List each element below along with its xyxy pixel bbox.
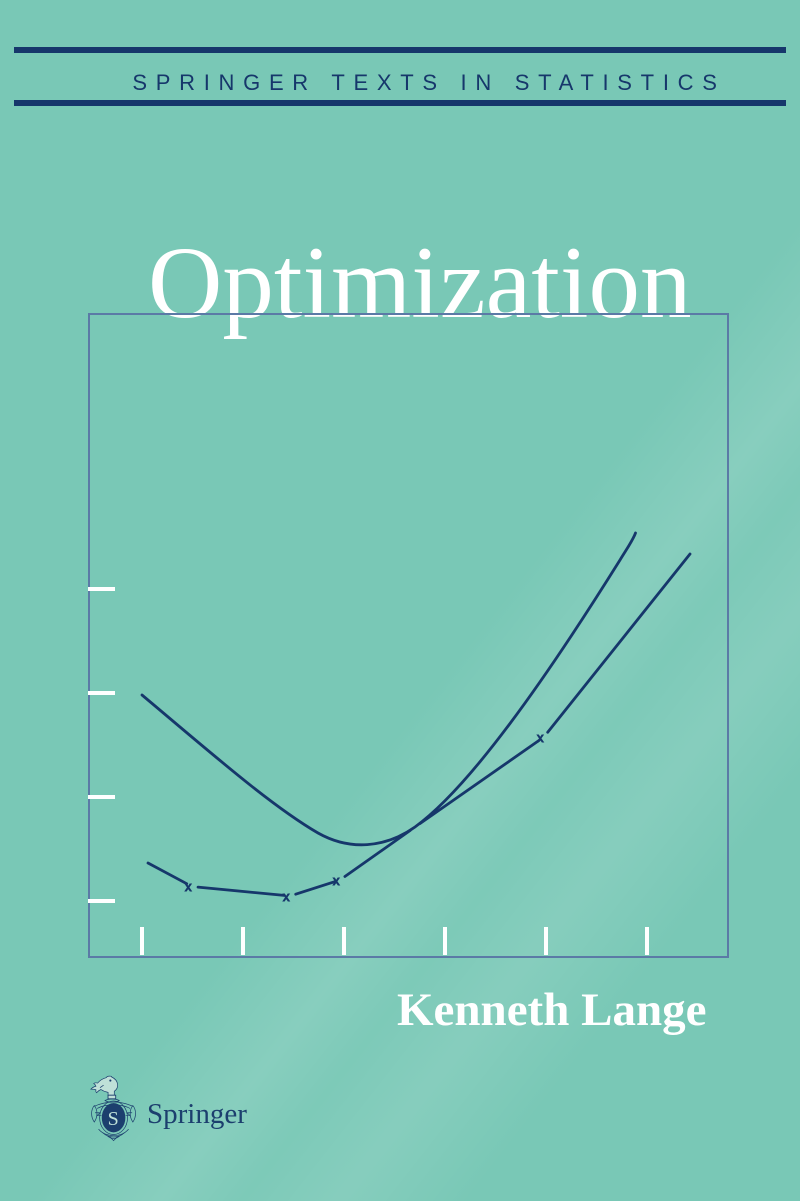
svg-text:x: x: [333, 873, 340, 888]
svg-text:x: x: [185, 879, 192, 894]
svg-text:x: x: [537, 730, 544, 745]
svg-text:x: x: [283, 889, 290, 904]
svg-text:S: S: [108, 1108, 119, 1130]
